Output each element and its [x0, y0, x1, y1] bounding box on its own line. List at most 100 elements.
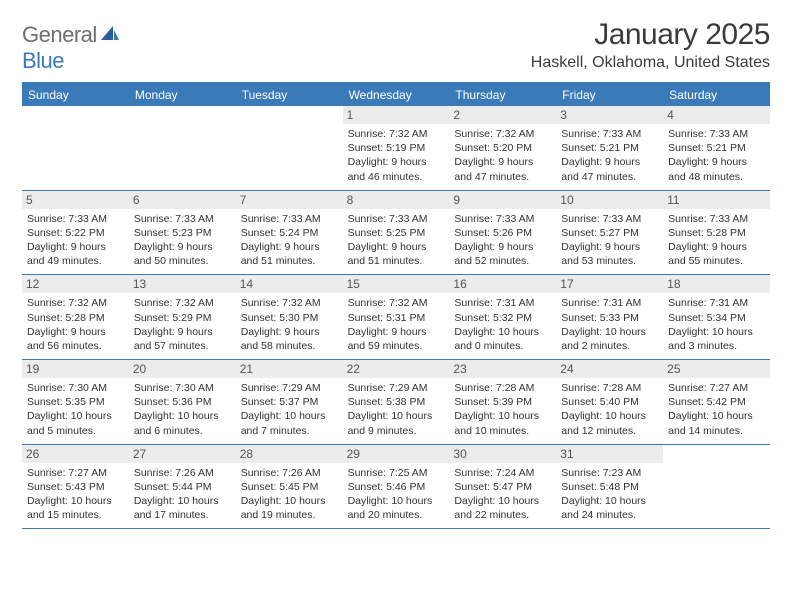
day-details: Sunrise: 7:27 AM Sunset: 5:42 PM Dayligh… — [668, 381, 765, 438]
day-details: Sunrise: 7:26 AM Sunset: 5:44 PM Dayligh… — [134, 466, 231, 523]
calendar-cell: 9Sunrise: 7:33 AM Sunset: 5:26 PM Daylig… — [449, 191, 556, 275]
calendar-cell: 26 Sunrise: 7:27 AM Sunset: 5:43 PM Dayli… — [22, 445, 129, 529]
calendar: Sunday Monday Tuesday Wednesday Thursday… — [22, 82, 770, 529]
day-number: 31 — [556, 445, 663, 463]
day-number: 21 — [236, 360, 343, 378]
calendar-cell: 7 Sunrise: 7:33 AM Sunset: 5:24 PM Daylig… — [236, 191, 343, 275]
dayhead-sunday: Sunday — [22, 84, 129, 106]
calendar-cell: 5 Sunrise: 7:33 AM Sunset: 5:22 PM Daylig… — [22, 191, 129, 275]
calendar-cell: 17 Sunrise: 7:31 AM Sunset: 5:33 PM Dayli… — [556, 275, 663, 359]
day-details: Sunrise: 7:31 AM Sunset: 5:33 PM Dayligh… — [561, 296, 658, 353]
day-number: 30 — [449, 445, 556, 463]
day-details: Sunrise: 7:25 AM Sunset: 5:46 PM Dayligh… — [348, 466, 445, 523]
calendar-cell: 22Sunrise: 7:29 AM Sunset: 5:38 PM Dayli… — [343, 360, 450, 444]
day-number: 13 — [129, 275, 236, 293]
day-details: Sunrise: 7:29 AM Sunset: 5:38 PM Dayligh… — [348, 381, 445, 438]
day-number: 26 — [22, 445, 129, 463]
calendar-cell: 1Sunrise: 7:32 AM Sunset: 5:19 PM Daylig… — [343, 106, 450, 190]
day-details: Sunrise: 7:32 AM Sunset: 5:20 PM Dayligh… — [454, 127, 551, 184]
calendar-week: 12Sunrise: 7:32 AM Sunset: 5:28 PM Dayli… — [22, 275, 770, 360]
logo-text-general: General — [22, 22, 97, 47]
day-number: 11 — [663, 191, 770, 209]
calendar-cell: 15 Sunrise: 7:32 AM Sunset: 5:31 PM Dayli… — [343, 275, 450, 359]
calendar-cell: 30 Sunrise: 7:24 AM Sunset: 5:47 PM Dayli… — [449, 445, 556, 529]
day-details: Sunrise: 7:27 AM Sunset: 5:43 PM Dayligh… — [27, 466, 124, 523]
calendar-cell: 13 Sunrise: 7:32 AM Sunset: 5:29 PM Dayli… — [129, 275, 236, 359]
day-details: Sunrise: 7:32 AM Sunset: 5:29 PM Dayligh… — [134, 296, 231, 353]
day-details: Sunrise: 7:32 AM Sunset: 5:31 PM Dayligh… — [348, 296, 445, 353]
calendar-cell: 28 Sunrise: 7:26 AM Sunset: 5:45 PM Dayli… — [236, 445, 343, 529]
day-details: Sunrise: 7:33 AM Sunset: 5:26 PM Dayligh… — [454, 212, 551, 269]
day-number: 27 — [129, 445, 236, 463]
calendar-cell: 4Sunrise: 7:33 AM Sunset: 5:21 PM Daylig… — [663, 106, 770, 190]
calendar-cell: 27 Sunrise: 7:26 AM Sunset: 5:44 PM Dayli… — [129, 445, 236, 529]
day-number: 8 — [343, 191, 450, 209]
day-details: Sunrise: 7:31 AM Sunset: 5:32 PM Dayligh… — [454, 296, 551, 353]
calendar-cell: 20Sunrise: 7:30 AM Sunset: 5:36 PM Dayli… — [129, 360, 236, 444]
day-number: 28 — [236, 445, 343, 463]
dayhead-monday: Monday — [129, 84, 236, 106]
header: General Blue January 2025 Haskell, Oklah… — [22, 18, 770, 74]
day-details: Sunrise: 7:33 AM Sunset: 5:21 PM Dayligh… — [561, 127, 658, 184]
day-details: Sunrise: 7:33 AM Sunset: 5:24 PM Dayligh… — [241, 212, 338, 269]
logo-sail-icon — [99, 24, 121, 42]
day-details: Sunrise: 7:32 AM Sunset: 5:30 PM Dayligh… — [241, 296, 338, 353]
day-number: 1 — [343, 106, 450, 124]
dayhead-wednesday: Wednesday — [343, 84, 450, 106]
day-details: Sunrise: 7:33 AM Sunset: 5:25 PM Dayligh… — [348, 212, 445, 269]
month-title: January 2025 — [531, 18, 770, 52]
calendar-cell: 14 Sunrise: 7:32 AM Sunset: 5:30 PM Dayli… — [236, 275, 343, 359]
day-number: 3 — [556, 106, 663, 124]
day-header-row: Sunday Monday Tuesday Wednesday Thursday… — [22, 84, 770, 106]
logo-text-blue: Blue — [22, 48, 64, 73]
day-number: 10 — [556, 191, 663, 209]
day-number: 12 — [22, 275, 129, 293]
day-number: 7 — [236, 191, 343, 209]
day-details: Sunrise: 7:28 AM Sunset: 5:39 PM Dayligh… — [454, 381, 551, 438]
calendar-cell: 25 Sunrise: 7:27 AM Sunset: 5:42 PM Dayli… — [663, 360, 770, 444]
calendar-cell: 31Sunrise: 7:23 AM Sunset: 5:48 PM Dayli… — [556, 445, 663, 529]
day-details: Sunrise: 7:24 AM Sunset: 5:47 PM Dayligh… — [454, 466, 551, 523]
location-text: Haskell, Oklahoma, United States — [531, 54, 770, 72]
calendar-cell: 23Sunrise: 7:28 AM Sunset: 5:39 PM Dayli… — [449, 360, 556, 444]
calendar-week: 1Sunrise: 7:32 AM Sunset: 5:19 PM Daylig… — [22, 106, 770, 191]
dayhead-friday: Friday — [556, 84, 663, 106]
calendar-cell: 2 Sunrise: 7:32 AM Sunset: 5:20 PM Daylig… — [449, 106, 556, 190]
day-number: 14 — [236, 275, 343, 293]
day-number: 15 — [343, 275, 450, 293]
day-number: 2 — [449, 106, 556, 124]
calendar-cell — [22, 106, 129, 190]
day-number: 25 — [663, 360, 770, 378]
day-details: Sunrise: 7:33 AM Sunset: 5:23 PM Dayligh… — [134, 212, 231, 269]
day-number: 17 — [556, 275, 663, 293]
day-details: Sunrise: 7:30 AM Sunset: 5:36 PM Dayligh… — [134, 381, 231, 438]
calendar-week: 26 Sunrise: 7:27 AM Sunset: 5:43 PM Dayli… — [22, 445, 770, 530]
day-number: 19 — [22, 360, 129, 378]
dayhead-tuesday: Tuesday — [236, 84, 343, 106]
day-details: Sunrise: 7:31 AM Sunset: 5:34 PM Dayligh… — [668, 296, 765, 353]
calendar-cell: 8 Sunrise: 7:33 AM Sunset: 5:25 PM Daylig… — [343, 191, 450, 275]
day-number: 6 — [129, 191, 236, 209]
calendar-cell: 16 Sunrise: 7:31 AM Sunset: 5:32 PM Dayli… — [449, 275, 556, 359]
day-details: Sunrise: 7:30 AM Sunset: 5:35 PM Dayligh… — [27, 381, 124, 438]
day-number: 16 — [449, 275, 556, 293]
day-details: Sunrise: 7:33 AM Sunset: 5:27 PM Dayligh… — [561, 212, 658, 269]
day-number: 18 — [663, 275, 770, 293]
logo: General Blue — [22, 22, 121, 74]
day-details: Sunrise: 7:28 AM Sunset: 5:40 PM Dayligh… — [561, 381, 658, 438]
calendar-cell: 12Sunrise: 7:32 AM Sunset: 5:28 PM Dayli… — [22, 275, 129, 359]
calendar-cell: 19 Sunrise: 7:30 AM Sunset: 5:35 PM Dayli… — [22, 360, 129, 444]
dayhead-thursday: Thursday — [449, 84, 556, 106]
day-details: Sunrise: 7:26 AM Sunset: 5:45 PM Dayligh… — [241, 466, 338, 523]
calendar-cell — [663, 445, 770, 529]
calendar-body: 1Sunrise: 7:32 AM Sunset: 5:19 PM Daylig… — [22, 106, 770, 529]
calendar-cell: 29 Sunrise: 7:25 AM Sunset: 5:46 PM Dayli… — [343, 445, 450, 529]
calendar-cell: 3 Sunrise: 7:33 AM Sunset: 5:21 PM Daylig… — [556, 106, 663, 190]
day-details: Sunrise: 7:33 AM Sunset: 5:22 PM Dayligh… — [27, 212, 124, 269]
day-number: 5 — [22, 191, 129, 209]
calendar-cell: 6 Sunrise: 7:33 AM Sunset: 5:23 PM Daylig… — [129, 191, 236, 275]
calendar-cell: 18 Sunrise: 7:31 AM Sunset: 5:34 PM Dayli… — [663, 275, 770, 359]
calendar-cell: 24Sunrise: 7:28 AM Sunset: 5:40 PM Dayli… — [556, 360, 663, 444]
day-number: 29 — [343, 445, 450, 463]
day-details: Sunrise: 7:29 AM Sunset: 5:37 PM Dayligh… — [241, 381, 338, 438]
